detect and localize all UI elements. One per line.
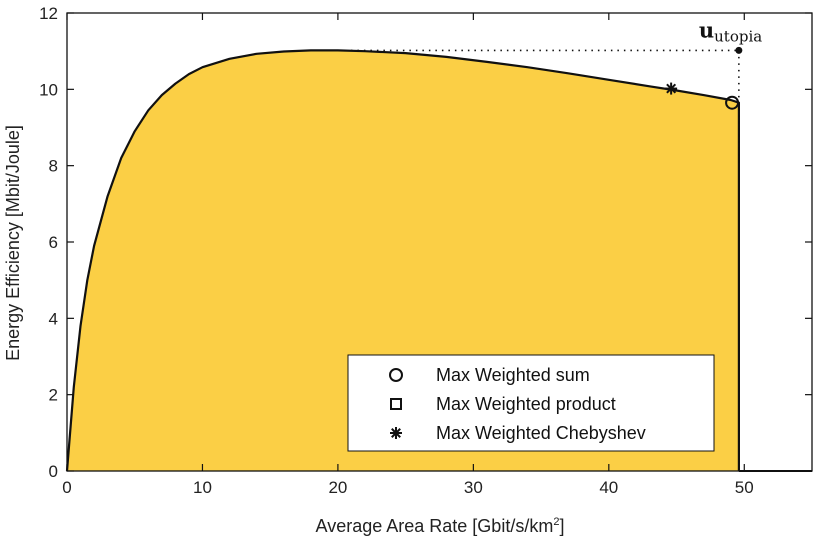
x-tick-label: 10 bbox=[193, 478, 212, 497]
y-tick-label: 10 bbox=[39, 80, 58, 99]
x-tick-label: 50 bbox=[735, 478, 754, 497]
legend-box bbox=[347, 354, 715, 452]
x-tick-label: 40 bbox=[599, 478, 618, 497]
y-tick-label: 4 bbox=[49, 309, 58, 328]
x-axis-label: Average Area Rate [Gbit/s/km2] bbox=[316, 516, 565, 536]
utopia-point bbox=[735, 46, 743, 54]
legend-label: Max Weighted sum bbox=[436, 365, 590, 385]
utopia-label: uutopia bbox=[699, 17, 762, 45]
x-tick-label: 0 bbox=[62, 478, 71, 497]
y-tick-label: 2 bbox=[49, 386, 58, 405]
legend-label: Max Weighted Chebyshev bbox=[436, 423, 646, 443]
legend-marker-circle bbox=[389, 368, 403, 382]
pareto-frontier-line bbox=[65, 49, 740, 472]
x-tick-label: 20 bbox=[328, 478, 347, 497]
legend: Max Weighted sum Max Weighted product Max … bbox=[347, 354, 715, 452]
y-tick-label: 12 bbox=[39, 4, 58, 23]
point-max-weighted-chebyshev bbox=[665, 82, 678, 95]
point-max-weighted-sum bbox=[725, 95, 740, 110]
axes: 0 10 20 30 40 50 0 2 4 6 8 10 12 bbox=[39, 4, 813, 497]
legend-marker-square bbox=[390, 398, 402, 410]
y-tick-label: 6 bbox=[49, 233, 58, 252]
legend-label: Max Weighted product bbox=[436, 394, 616, 414]
legend-marker-asterisk bbox=[390, 427, 402, 439]
y-axis-label: Energy Efficiency [Mbit/Joule] bbox=[3, 125, 23, 361]
x-tick-label: 30 bbox=[464, 478, 483, 497]
y-tick-label: 0 bbox=[49, 462, 58, 481]
y-tick-label: 8 bbox=[49, 157, 58, 176]
